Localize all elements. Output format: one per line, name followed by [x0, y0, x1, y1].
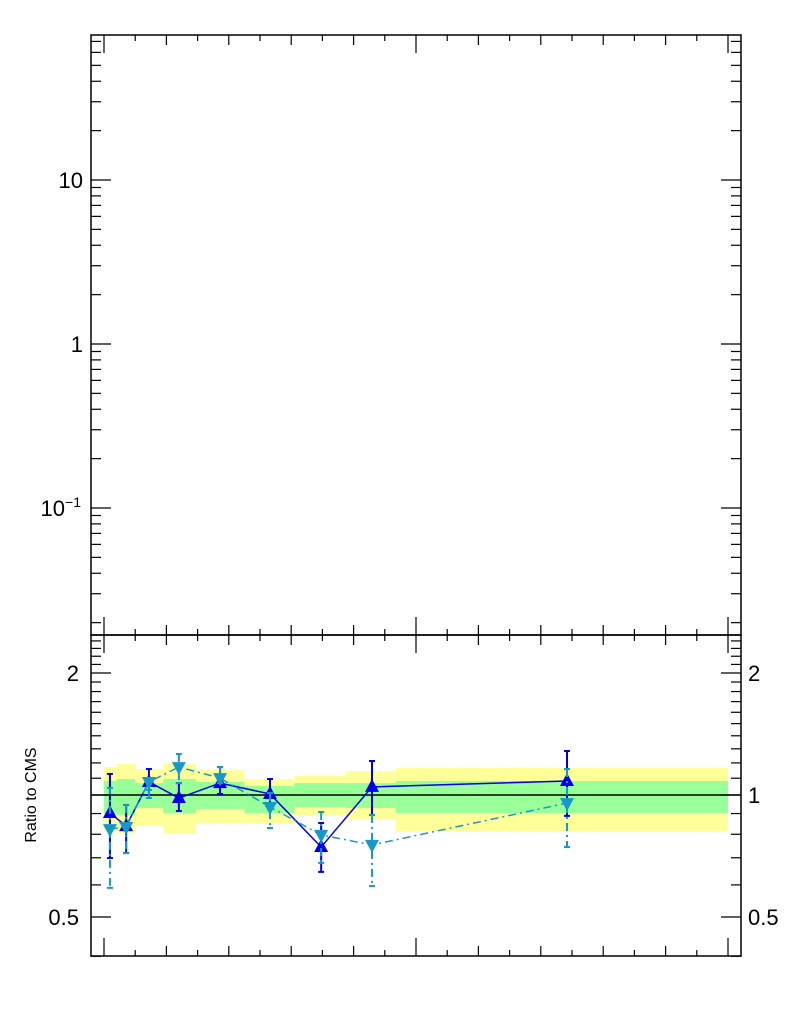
ratio-left-tick-label: 2	[67, 661, 79, 686]
model-b-marker	[171, 762, 186, 776]
model-b-marker	[365, 839, 380, 853]
model-b-marker	[314, 829, 329, 843]
upper-y-tick-label: 10	[59, 168, 83, 193]
model-b-marker	[560, 798, 575, 812]
ratio-right-tick-label: 1	[748, 783, 760, 808]
ratio-left-tick-label: 0.5	[48, 905, 79, 930]
model-b-marker	[262, 802, 277, 816]
upper-y-tick-label: 10−1	[41, 494, 82, 521]
ratio-right-tick-label: 2	[748, 661, 760, 686]
model-b-line	[109, 766, 568, 846]
model-b-marker	[102, 824, 117, 838]
green-band-bin	[116, 779, 136, 815]
model-a-marker	[365, 778, 380, 792]
model-b-marker	[141, 776, 156, 790]
model-a-marker	[171, 790, 186, 804]
uncertainty-bands	[104, 764, 728, 833]
model-a-marker	[560, 772, 575, 786]
ratio-right-tick-label: 0.5	[748, 905, 779, 930]
model-b-marker	[213, 773, 228, 787]
axes	[90, 34, 742, 957]
model-b-marker	[119, 821, 134, 835]
green-band-bin	[395, 780, 728, 813]
data-series	[102, 750, 575, 889]
upper-y-tick-label: 1	[71, 332, 83, 357]
ratio-axis-title: Ratio to CMS	[23, 747, 40, 842]
upper-frame	[90, 34, 742, 636]
model-a-marker	[314, 839, 329, 853]
tick-labels: 10 1 10−1 2 0.5 2 1 0.5	[41, 168, 779, 930]
